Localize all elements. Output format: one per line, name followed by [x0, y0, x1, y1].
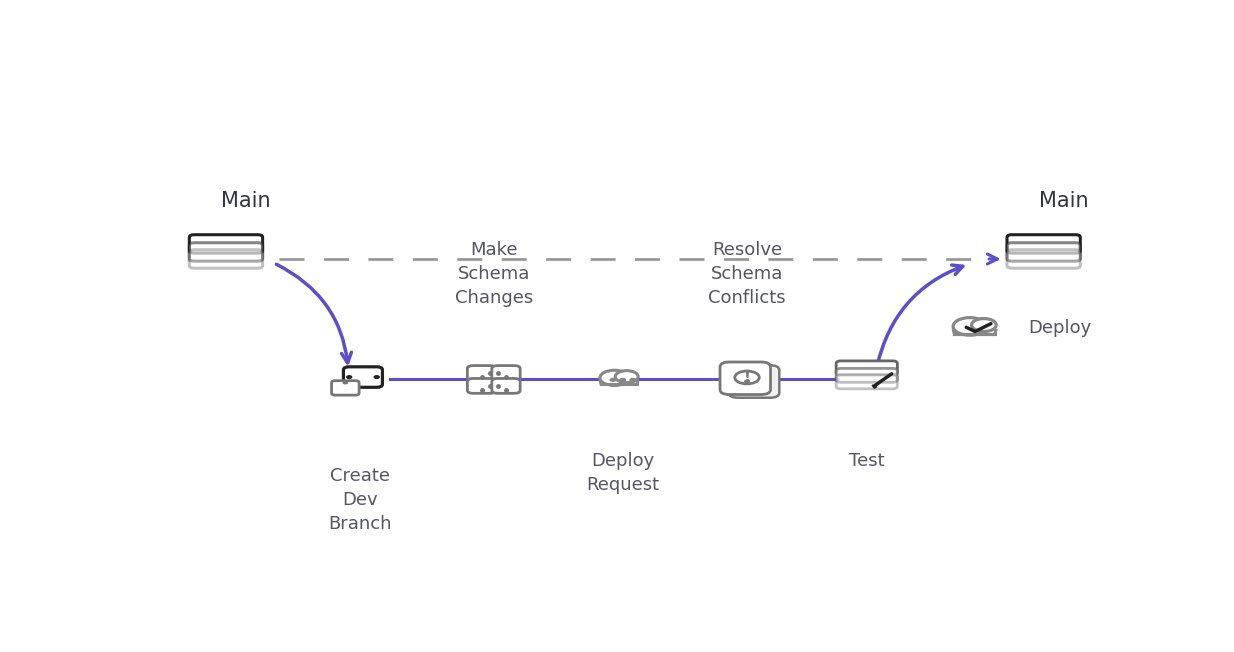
- Text: Resolve
Schema
Conflicts: Resolve Schema Conflicts: [708, 241, 786, 306]
- Circle shape: [616, 370, 638, 383]
- Text: Make
Schema
Changes: Make Schema Changes: [454, 241, 533, 306]
- FancyBboxPatch shape: [1007, 235, 1080, 253]
- Circle shape: [734, 371, 759, 384]
- Polygon shape: [872, 385, 876, 389]
- Circle shape: [343, 381, 348, 384]
- FancyBboxPatch shape: [332, 381, 359, 395]
- FancyBboxPatch shape: [189, 243, 263, 261]
- Circle shape: [971, 319, 996, 331]
- FancyBboxPatch shape: [602, 378, 638, 384]
- FancyBboxPatch shape: [837, 361, 897, 375]
- Text: Main: Main: [1039, 191, 1088, 211]
- Text: Test: Test: [849, 452, 885, 470]
- Circle shape: [600, 370, 629, 385]
- FancyBboxPatch shape: [837, 368, 897, 382]
- Circle shape: [631, 378, 636, 381]
- FancyBboxPatch shape: [1007, 250, 1080, 268]
- Circle shape: [611, 378, 616, 381]
- FancyBboxPatch shape: [343, 367, 383, 387]
- FancyBboxPatch shape: [1007, 243, 1080, 261]
- FancyBboxPatch shape: [955, 327, 996, 334]
- FancyBboxPatch shape: [468, 366, 496, 381]
- Circle shape: [347, 376, 352, 378]
- Circle shape: [744, 380, 749, 383]
- FancyBboxPatch shape: [189, 235, 263, 253]
- FancyBboxPatch shape: [189, 250, 263, 268]
- Text: Create
Dev
Branch: Create Dev Branch: [328, 467, 391, 533]
- FancyBboxPatch shape: [719, 362, 770, 394]
- FancyBboxPatch shape: [729, 365, 780, 398]
- Text: !: !: [744, 370, 750, 385]
- Text: Deploy: Deploy: [1028, 319, 1092, 337]
- FancyBboxPatch shape: [492, 366, 521, 381]
- FancyBboxPatch shape: [837, 375, 897, 389]
- FancyBboxPatch shape: [468, 378, 496, 393]
- Text: Deploy
Request: Deploy Request: [586, 452, 659, 494]
- Circle shape: [953, 318, 986, 335]
- Text: Main: Main: [221, 191, 270, 211]
- FancyBboxPatch shape: [492, 378, 521, 393]
- Circle shape: [374, 376, 379, 378]
- Circle shape: [621, 378, 626, 381]
